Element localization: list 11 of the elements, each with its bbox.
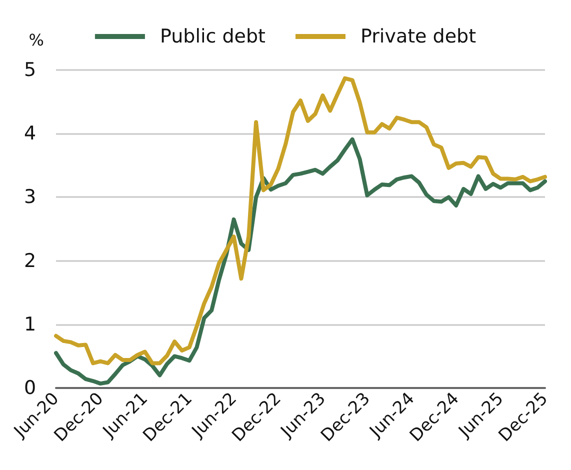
y-tick-label: 1	[24, 313, 36, 336]
y-tick-label: 0	[24, 377, 36, 399]
legend-label: Public debt	[160, 26, 266, 48]
legend-label: Private debt	[360, 26, 476, 48]
y-axis-title: %	[28, 30, 44, 50]
y-tick-label: 3	[24, 186, 36, 208]
y-tick-label: 2	[24, 250, 36, 272]
y-tick-label: 5	[24, 59, 36, 81]
y-tick-label: 4	[24, 122, 36, 145]
line-series	[54, 76, 547, 366]
line-series	[54, 137, 547, 386]
